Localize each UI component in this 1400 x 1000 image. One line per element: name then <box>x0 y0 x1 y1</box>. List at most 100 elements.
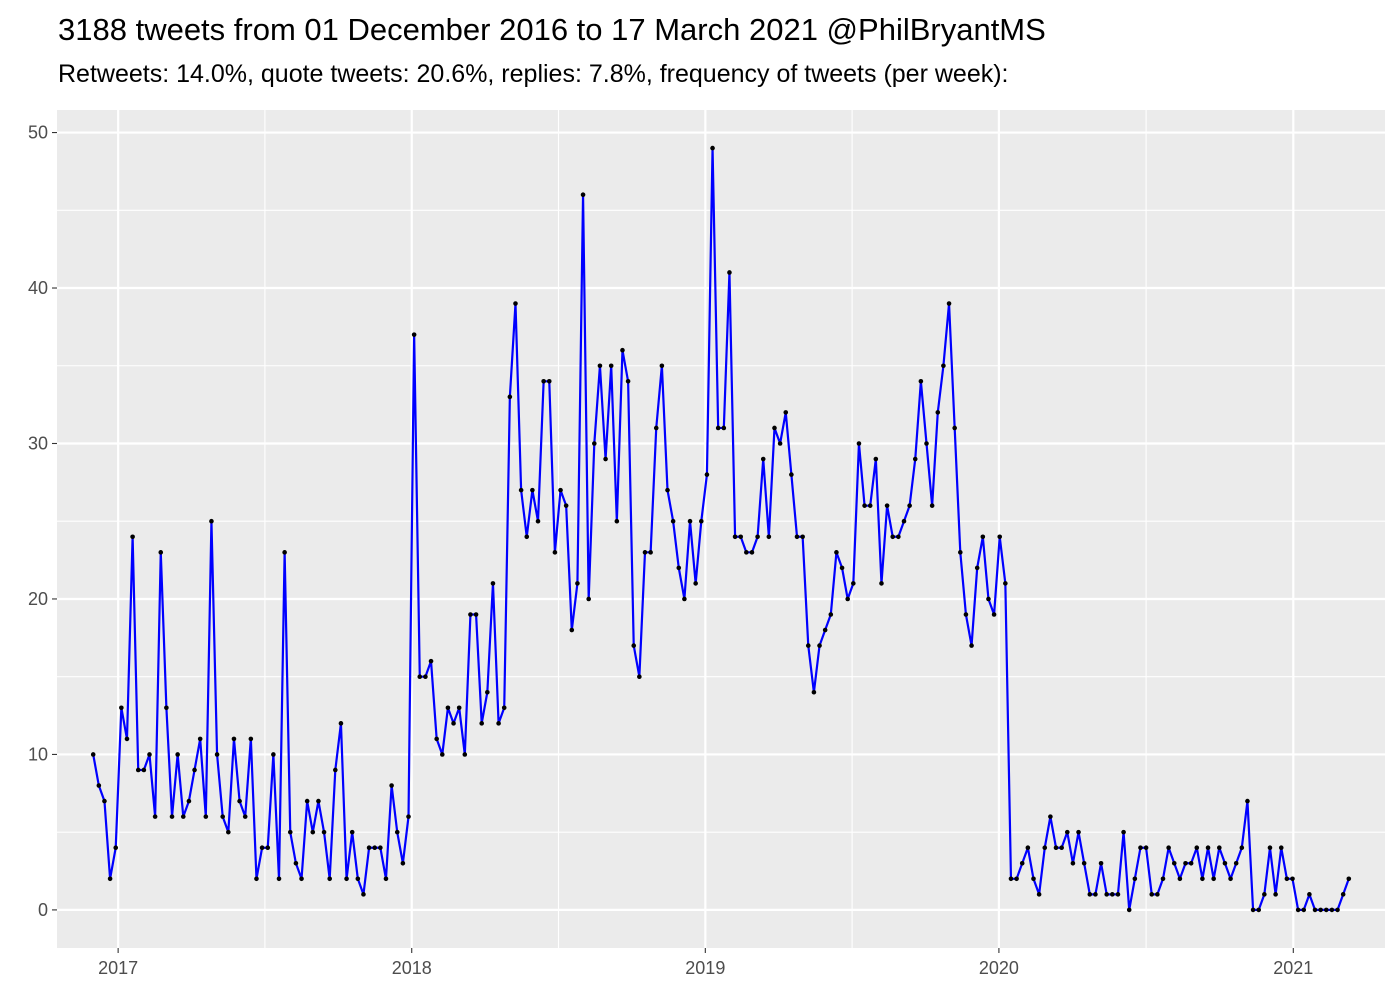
data-point <box>952 425 957 431</box>
data-point <box>113 845 119 851</box>
data-point <box>1053 845 1059 851</box>
data-point <box>1036 892 1042 897</box>
data-point <box>592 441 597 446</box>
data-point <box>614 518 620 524</box>
data-point <box>980 534 986 540</box>
data-point <box>501 705 507 711</box>
data-point <box>867 503 873 508</box>
data-point <box>1233 860 1239 866</box>
data-point <box>1278 845 1284 851</box>
data-point <box>192 767 197 773</box>
data-point <box>518 487 524 493</box>
data-point <box>186 798 192 804</box>
data-point <box>406 814 411 819</box>
data-point <box>1290 876 1295 882</box>
data-point <box>1070 860 1076 866</box>
data-point <box>738 534 744 540</box>
y-tick-label: 40 <box>28 278 48 298</box>
data-point <box>901 518 907 524</box>
data-point <box>755 534 760 540</box>
data-point <box>676 565 682 571</box>
data-point <box>496 721 501 726</box>
data-point <box>969 643 974 648</box>
y-tick-label: 20 <box>28 589 48 609</box>
data-point <box>451 721 456 726</box>
data-point <box>1211 876 1216 882</box>
data-point <box>586 596 591 602</box>
data-point <box>856 441 862 446</box>
data-point <box>1307 892 1312 897</box>
data-point <box>349 829 355 835</box>
data-point <box>119 705 124 711</box>
data-point <box>226 829 231 835</box>
data-point <box>242 814 248 819</box>
data-point <box>1008 876 1014 882</box>
data-point <box>1346 876 1352 882</box>
data-point <box>727 270 732 275</box>
data-point <box>237 798 242 804</box>
x-tick-label: 2020 <box>979 958 1019 978</box>
data-point <box>366 845 372 851</box>
y-tick-label: 10 <box>28 744 48 764</box>
data-point <box>355 876 361 882</box>
data-point <box>783 410 789 415</box>
data-point <box>715 425 721 431</box>
data-point <box>164 705 169 711</box>
data-point <box>653 425 659 431</box>
data-point <box>535 518 541 524</box>
data-point <box>744 550 749 555</box>
data-point <box>879 581 884 586</box>
data-point <box>1329 907 1335 913</box>
data-point <box>620 347 625 353</box>
data-point <box>394 829 400 835</box>
data-point <box>991 612 997 617</box>
data-point <box>276 876 282 882</box>
data-point <box>563 503 569 508</box>
y-tick-label: 0 <box>38 900 48 920</box>
data-point <box>912 456 918 462</box>
data-point <box>1098 860 1104 866</box>
data-point <box>439 752 445 757</box>
data-point <box>158 550 164 555</box>
data-point <box>608 363 614 369</box>
data-point <box>338 721 344 726</box>
data-point <box>321 829 327 835</box>
data-point <box>963 612 969 617</box>
data-point <box>1200 876 1205 882</box>
data-point <box>107 876 113 882</box>
data-point <box>344 876 349 882</box>
data-point <box>417 674 423 679</box>
data-point <box>935 410 941 415</box>
data-point <box>372 845 378 851</box>
data-point <box>546 379 552 384</box>
data-point <box>918 379 924 384</box>
data-point <box>1031 876 1036 882</box>
data-point <box>873 456 879 462</box>
data-point <box>1132 876 1138 882</box>
data-point <box>766 534 772 540</box>
data-point <box>507 394 513 400</box>
data-point <box>710 145 715 151</box>
data-point <box>400 860 406 866</box>
data-point <box>1239 845 1245 851</box>
data-point <box>1003 581 1008 586</box>
data-point <box>411 332 417 337</box>
data-point <box>1312 907 1318 913</box>
data-point <box>890 534 896 540</box>
data-point <box>1194 845 1200 851</box>
data-point <box>625 379 631 384</box>
data-point <box>361 892 366 897</box>
data-point <box>552 550 558 555</box>
data-point <box>434 736 439 742</box>
data-point <box>1183 860 1188 866</box>
data-point <box>642 550 648 555</box>
data-point <box>90 752 96 757</box>
data-point <box>271 752 276 757</box>
data-point <box>1143 845 1149 851</box>
data-point <box>907 503 912 508</box>
data-point <box>558 487 563 493</box>
data-point <box>530 487 535 493</box>
data-point <box>389 783 394 788</box>
data-point <box>884 503 890 508</box>
